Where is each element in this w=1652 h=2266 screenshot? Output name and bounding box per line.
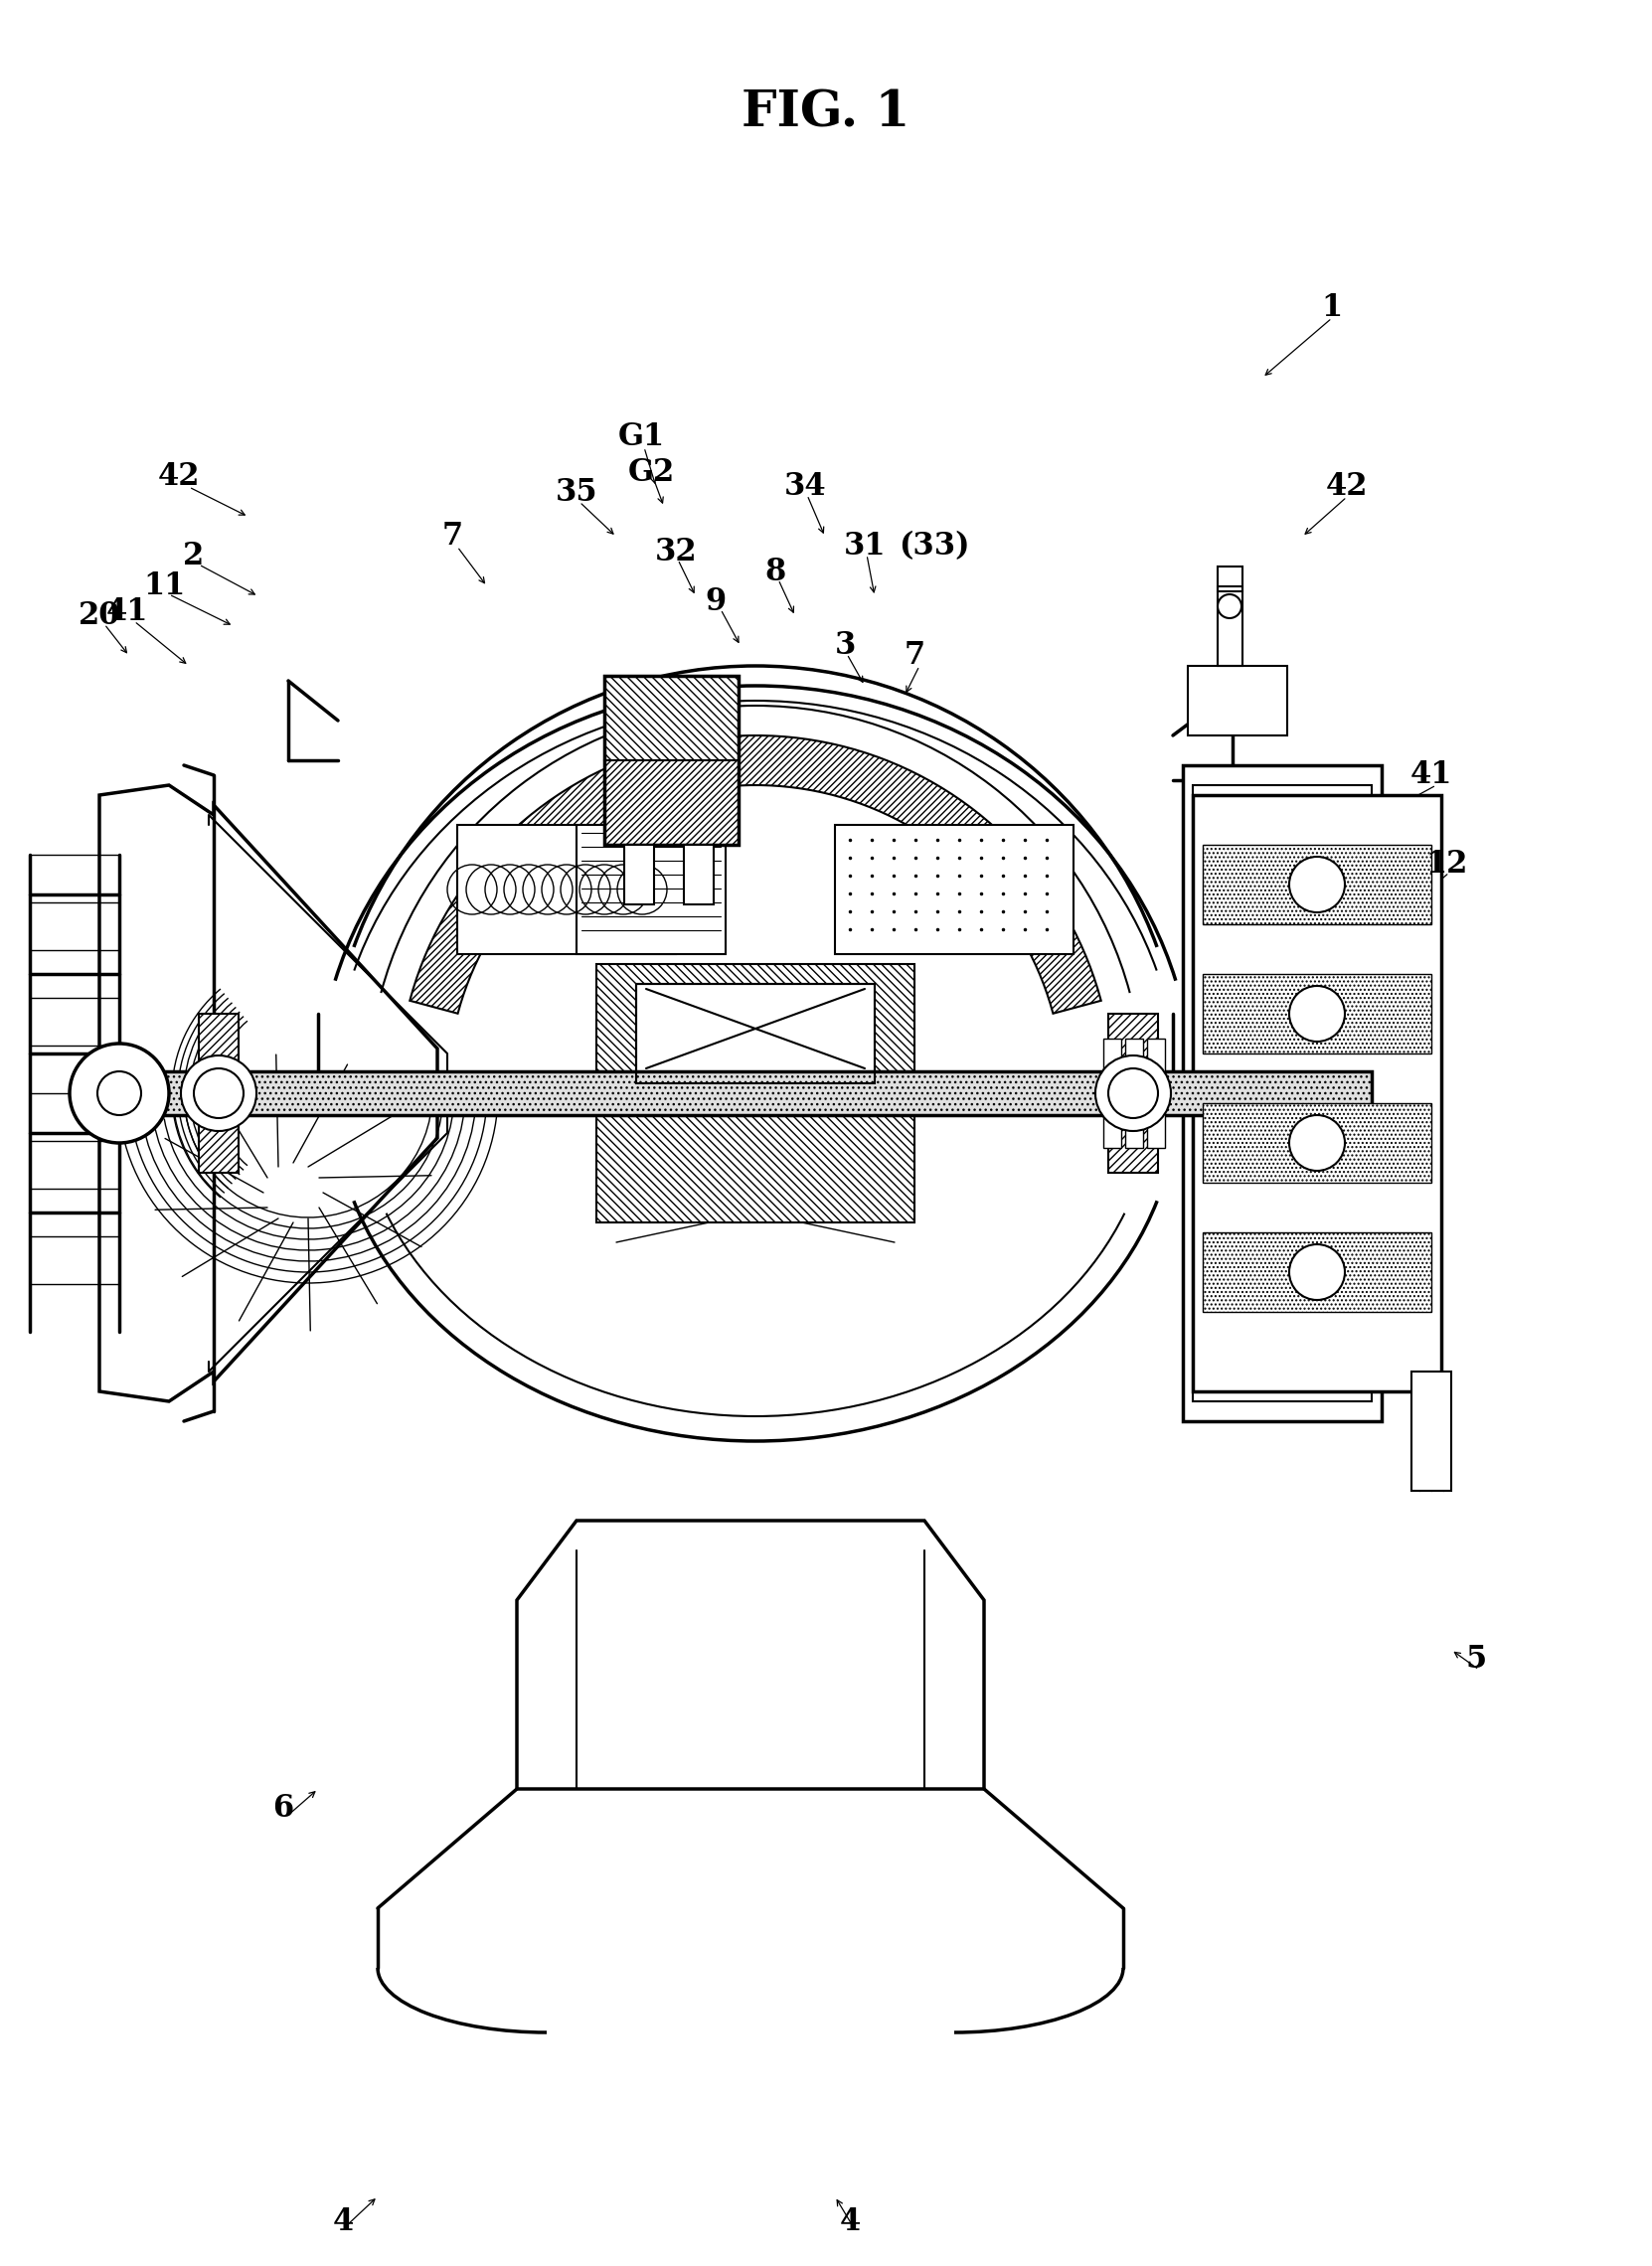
Text: 9: 9: [705, 587, 727, 616]
Bar: [605, 675, 738, 761]
Bar: [1188, 666, 1287, 736]
Bar: [1125, 1038, 1143, 1149]
Text: 6: 6: [273, 1792, 294, 1824]
Bar: [605, 761, 738, 845]
Polygon shape: [410, 736, 1102, 1013]
Bar: [1146, 1038, 1165, 1149]
Bar: [1104, 1038, 1122, 1149]
Bar: [577, 825, 725, 954]
Text: 41: 41: [106, 596, 149, 628]
Bar: [1183, 766, 1381, 1421]
Bar: [596, 963, 915, 1221]
Text: 7: 7: [441, 521, 463, 553]
Bar: [1203, 1233, 1431, 1312]
Text: 35: 35: [555, 476, 598, 508]
Circle shape: [1289, 986, 1345, 1042]
Bar: [605, 675, 738, 845]
Text: FIG. 1: FIG. 1: [742, 88, 910, 138]
Bar: [89, 1072, 1371, 1115]
Text: 1: 1: [1322, 292, 1343, 324]
Circle shape: [193, 1067, 243, 1117]
Bar: [684, 845, 714, 904]
Bar: [1193, 795, 1441, 1391]
Bar: [458, 825, 676, 954]
Text: 12: 12: [1426, 850, 1467, 879]
Text: G1: G1: [618, 421, 664, 453]
Bar: [624, 845, 654, 904]
Circle shape: [1218, 594, 1242, 619]
Text: 32: 32: [654, 537, 697, 566]
Bar: [1108, 1013, 1158, 1174]
Text: 4: 4: [332, 2205, 354, 2237]
Text: 2: 2: [183, 542, 205, 571]
Text: G2: G2: [628, 458, 674, 487]
Circle shape: [1289, 1115, 1345, 1172]
Bar: [1203, 974, 1431, 1054]
Circle shape: [1289, 1244, 1345, 1301]
Circle shape: [1095, 1056, 1171, 1131]
Circle shape: [1108, 1067, 1158, 1117]
Bar: [1218, 587, 1242, 666]
Text: 8: 8: [765, 555, 786, 587]
Text: 3: 3: [834, 630, 856, 662]
Text: (33): (33): [899, 530, 970, 562]
Text: 34: 34: [785, 471, 826, 503]
Bar: [1203, 845, 1431, 925]
Bar: [834, 825, 1074, 954]
Bar: [636, 983, 874, 1083]
Bar: [636, 983, 874, 1083]
Text: 31: 31: [844, 530, 885, 562]
Text: 42: 42: [159, 462, 200, 492]
Circle shape: [1289, 857, 1345, 913]
Circle shape: [69, 1045, 169, 1142]
Text: 4: 4: [839, 2205, 861, 2237]
Text: 11: 11: [144, 571, 185, 603]
Text: 7: 7: [904, 641, 925, 671]
Circle shape: [97, 1072, 140, 1115]
Bar: [198, 1013, 238, 1174]
Bar: [1218, 566, 1242, 591]
Bar: [1411, 1371, 1450, 1491]
Text: 41: 41: [1411, 759, 1452, 791]
Text: 42: 42: [1325, 471, 1368, 503]
Bar: [1203, 1104, 1431, 1183]
Text: 20: 20: [78, 600, 121, 632]
Text: 5: 5: [1465, 1645, 1487, 1675]
Circle shape: [182, 1056, 256, 1131]
Bar: [1193, 784, 1371, 1400]
